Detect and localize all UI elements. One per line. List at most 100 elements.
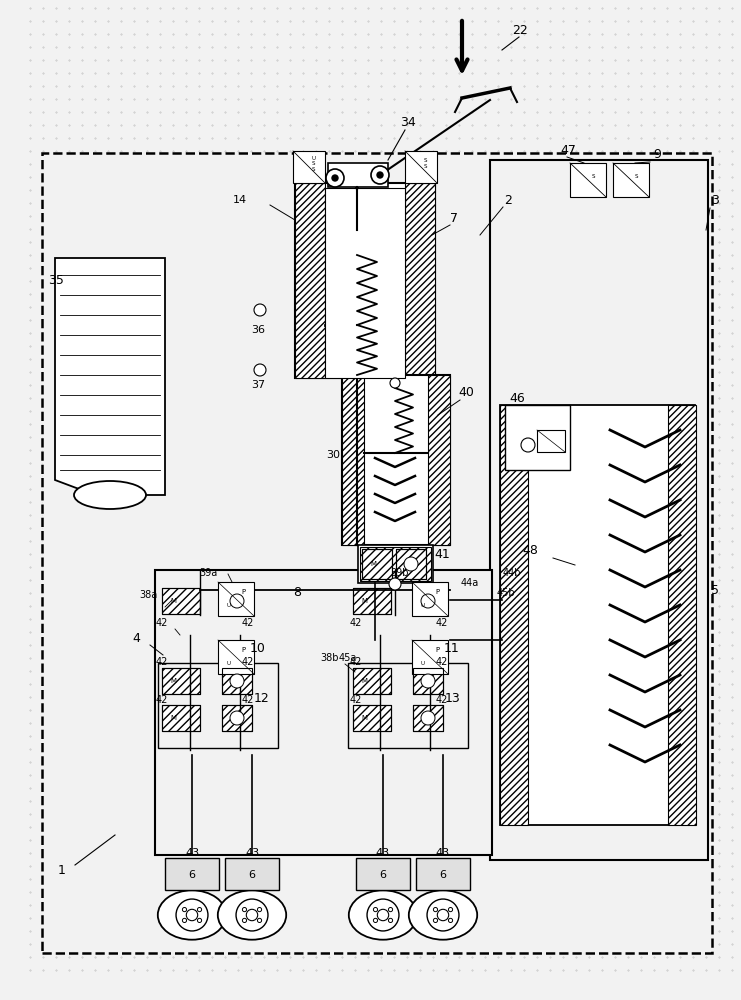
Text: 42: 42 <box>156 657 168 667</box>
Circle shape <box>254 364 266 376</box>
Circle shape <box>197 918 202 923</box>
Circle shape <box>373 907 378 912</box>
Text: 43: 43 <box>185 848 199 858</box>
Text: 14: 14 <box>233 195 247 205</box>
Text: 39a: 39a <box>199 568 217 578</box>
Text: M: M <box>170 715 176 721</box>
Text: U: U <box>227 661 230 666</box>
Circle shape <box>433 907 438 912</box>
Bar <box>500 405 695 825</box>
Bar <box>507 407 532 467</box>
Text: 2: 2 <box>504 194 512 207</box>
Text: S: S <box>591 174 595 179</box>
Text: 7: 7 <box>450 212 458 225</box>
Text: 10: 10 <box>250 642 266 654</box>
Text: 3: 3 <box>711 194 719 207</box>
Circle shape <box>186 909 198 921</box>
Text: M: M <box>370 561 376 567</box>
Text: 8: 8 <box>293 585 301 598</box>
Bar <box>222 705 252 731</box>
Bar <box>353 668 391 694</box>
Bar <box>342 375 450 545</box>
Bar <box>360 547 431 581</box>
Circle shape <box>332 175 338 181</box>
Text: 42: 42 <box>156 618 168 628</box>
Text: 42: 42 <box>350 657 362 667</box>
Text: 43: 43 <box>436 848 450 858</box>
Text: M: M <box>361 715 367 721</box>
Circle shape <box>197 907 202 912</box>
Bar <box>416 858 470 890</box>
Bar <box>545 407 567 467</box>
Circle shape <box>388 918 393 923</box>
Text: 42: 42 <box>436 695 448 705</box>
Circle shape <box>421 594 435 608</box>
Text: 48: 48 <box>522 544 538 556</box>
Text: M: M <box>361 598 367 604</box>
Bar <box>295 183 325 378</box>
Circle shape <box>326 169 344 187</box>
Circle shape <box>448 918 453 923</box>
Text: 42: 42 <box>436 657 448 667</box>
Circle shape <box>521 438 535 452</box>
Text: M: M <box>361 678 367 684</box>
Bar <box>405 151 437 183</box>
Text: 6: 6 <box>379 870 387 880</box>
Ellipse shape <box>218 890 286 940</box>
Bar <box>362 549 392 579</box>
Ellipse shape <box>158 890 226 940</box>
Text: 42: 42 <box>350 618 362 628</box>
Text: 41: 41 <box>434 548 450 562</box>
Bar <box>342 375 364 545</box>
Text: 42: 42 <box>242 618 254 628</box>
Bar <box>358 545 433 583</box>
Circle shape <box>421 674 435 688</box>
Text: 36: 36 <box>251 325 265 335</box>
Text: 12: 12 <box>254 692 270 704</box>
Circle shape <box>421 711 435 725</box>
Bar <box>537 430 565 452</box>
Bar <box>162 588 200 614</box>
Text: 42: 42 <box>436 618 448 628</box>
Bar <box>490 160 708 860</box>
Bar <box>356 858 410 890</box>
Circle shape <box>257 918 262 923</box>
Text: 37: 37 <box>251 380 265 390</box>
Text: 35: 35 <box>48 273 64 286</box>
Text: 47: 47 <box>560 143 576 156</box>
Circle shape <box>377 909 389 921</box>
Circle shape <box>367 899 399 931</box>
Text: 22: 22 <box>512 23 528 36</box>
Text: 40: 40 <box>458 385 474 398</box>
Text: 30: 30 <box>326 450 340 460</box>
Bar <box>353 705 391 731</box>
Circle shape <box>433 918 438 923</box>
Bar <box>222 668 252 694</box>
Text: P: P <box>241 647 245 653</box>
Bar <box>405 183 435 378</box>
Text: 42: 42 <box>242 657 254 667</box>
Circle shape <box>373 918 378 923</box>
Text: 34: 34 <box>400 115 416 128</box>
Circle shape <box>389 578 401 590</box>
Text: 6: 6 <box>188 870 196 880</box>
Circle shape <box>230 674 244 688</box>
Bar <box>353 588 391 614</box>
Bar <box>222 705 252 731</box>
Text: 42: 42 <box>156 695 168 705</box>
Bar <box>396 549 426 579</box>
Circle shape <box>390 378 400 388</box>
Bar <box>413 668 443 694</box>
Bar <box>428 375 450 545</box>
Bar <box>225 858 279 890</box>
Text: U
S
S: U S S <box>312 155 316 172</box>
Bar <box>162 588 200 614</box>
Circle shape <box>257 907 262 912</box>
Text: 6: 6 <box>248 870 256 880</box>
Bar <box>162 705 200 731</box>
Ellipse shape <box>409 890 477 940</box>
Bar <box>362 549 392 579</box>
Ellipse shape <box>349 890 417 940</box>
Circle shape <box>242 918 247 923</box>
Text: 43: 43 <box>376 848 390 858</box>
